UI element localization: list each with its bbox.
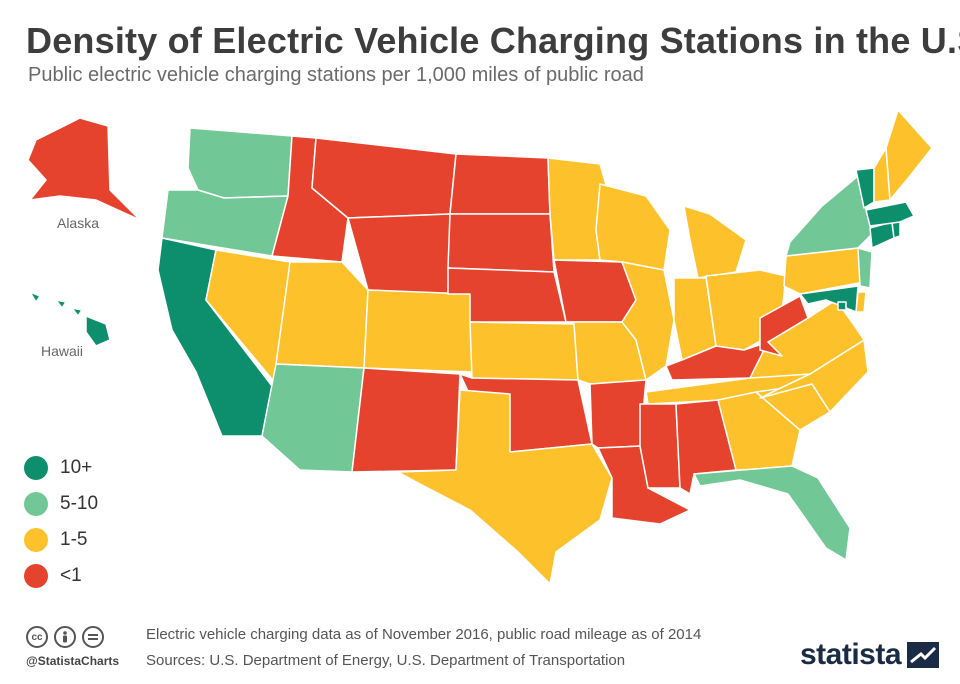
- state-ks[interactable]: [469, 321, 579, 381]
- state-mi[interactable]: [683, 205, 747, 279]
- legend-swatch-none: [24, 564, 48, 588]
- nd-icon[interactable]: [82, 626, 104, 648]
- chart-subtitle: Public electric vehicle charging station…: [28, 64, 644, 86]
- state-ri[interactable]: [891, 221, 901, 239]
- state-co[interactable]: [363, 289, 473, 373]
- state-nd[interactable]: [449, 153, 551, 215]
- state-va[interactable]: [749, 299, 865, 379]
- state-az[interactable]: [261, 363, 365, 473]
- legend: 10+ 5-10 1-5 <1: [24, 456, 98, 588]
- state-fl[interactable]: [693, 465, 851, 561]
- brand-text: statista: [800, 638, 902, 671]
- by-icon[interactable]: [54, 626, 76, 648]
- state-hi[interactable]: [29, 291, 111, 347]
- legend-item-low: 1-5: [24, 528, 98, 552]
- data-note: Electric vehicle charging data as of Nov…: [146, 626, 702, 643]
- state-ak[interactable]: [27, 117, 141, 221]
- state-ms[interactable]: [639, 403, 681, 489]
- legend-swatch-high: [24, 456, 48, 480]
- state-me[interactable]: [885, 109, 933, 201]
- legend-item-high: 10+: [24, 456, 98, 480]
- state-wi[interactable]: [595, 183, 671, 271]
- state-wy[interactable]: [347, 213, 451, 295]
- state-ma[interactable]: [865, 201, 915, 227]
- legend-label-low: 1-5: [60, 529, 88, 550]
- legend-item-none: <1: [24, 564, 98, 588]
- alaska-label: Alaska: [57, 215, 99, 231]
- license-icons: cc: [26, 626, 104, 648]
- state-il[interactable]: [621, 261, 675, 381]
- sources-note: Sources: U.S. Department of Energy, U.S.…: [146, 652, 626, 669]
- legend-swatch-mid: [24, 492, 48, 516]
- state-nj[interactable]: [857, 247, 873, 289]
- twitter-handle[interactable]: @StatistaCharts: [26, 654, 120, 668]
- state-sd[interactable]: [447, 213, 555, 273]
- state-wv[interactable]: [759, 295, 809, 357]
- legend-label-none: <1: [60, 565, 82, 586]
- state-nm[interactable]: [351, 367, 461, 473]
- legend-item-mid: 5-10: [24, 492, 98, 516]
- legend-label-high: 10+: [60, 457, 93, 478]
- state-wa[interactable]: [187, 127, 293, 199]
- state-tx[interactable]: [397, 389, 613, 585]
- legend-swatch-low: [24, 528, 48, 552]
- state-ut[interactable]: [275, 261, 369, 369]
- state-ar[interactable]: [589, 379, 647, 449]
- state-dc[interactable]: [837, 301, 847, 311]
- state-ia[interactable]: [553, 259, 637, 323]
- chart-title: Density of Electric Vehicle Charging Sta…: [26, 20, 960, 61]
- cc-icon[interactable]: cc: [26, 626, 48, 648]
- statista-logo[interactable]: statista: [800, 638, 940, 672]
- state-mt[interactable]: [311, 137, 457, 219]
- hawaii-label: Hawaii: [41, 343, 83, 359]
- statista-mark-icon: [907, 642, 940, 668]
- legend-label-mid: 5-10: [60, 493, 99, 514]
